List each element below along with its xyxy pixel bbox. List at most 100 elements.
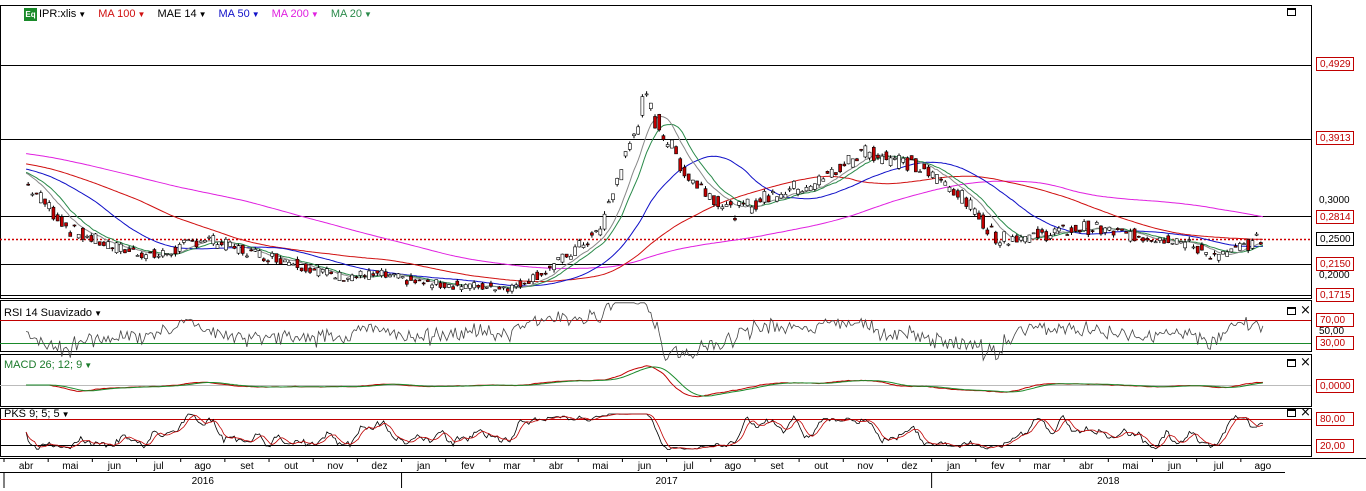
candle-body: [438, 282, 443, 288]
candle: [1250, 238, 1255, 250]
close-rsi-panel-icon[interactable]: ×: [1300, 303, 1311, 318]
candle-body: [720, 206, 725, 210]
candle: [1183, 239, 1187, 251]
candle-body: [522, 282, 527, 285]
candle-body: [451, 286, 455, 290]
candle-body: [354, 276, 359, 278]
candle: [1040, 227, 1044, 235]
rsi-panel-title[interactable]: RSI 14 Suavizado ▼: [4, 307, 102, 319]
candle-body: [1166, 235, 1171, 243]
candle-body: [463, 284, 468, 289]
candle-body: [985, 229, 990, 235]
candle-body: [1023, 236, 1028, 243]
legend-ma50[interactable]: MA 50 ▼: [219, 8, 260, 20]
maximize-pks-panel-button[interactable]: [1287, 409, 1296, 417]
candle-body: [1221, 251, 1225, 255]
candle-body: [863, 145, 868, 158]
candle-body: [1229, 248, 1234, 253]
month-label: jul: [153, 461, 164, 472]
candle: [531, 273, 535, 285]
month-label: jul: [683, 461, 694, 472]
macd-panel-frame: [0, 354, 1312, 407]
candle: [1145, 236, 1150, 242]
candle-body: [615, 178, 619, 185]
candle: [325, 266, 329, 277]
candle-body: [1174, 238, 1179, 245]
legend-mae14[interactable]: MAE 14 ▼: [157, 8, 206, 20]
candle: [203, 239, 207, 243]
candle: [535, 270, 540, 280]
close-pks-panel-icon[interactable]: ×: [1300, 405, 1311, 420]
candle: [1065, 233, 1070, 236]
close-macd-panel-icon[interactable]: ×: [1300, 355, 1311, 370]
candle-body: [337, 271, 342, 281]
candle: [287, 260, 291, 266]
candle: [1229, 248, 1234, 253]
candle-body: [1237, 243, 1242, 251]
candle-body: [379, 269, 384, 276]
candle: [43, 198, 47, 207]
candle-body: [905, 157, 910, 171]
candle: [51, 205, 56, 221]
legend-ma100[interactable]: MA 100 ▼: [98, 8, 145, 20]
price-label-2: 0,3000: [1319, 195, 1350, 206]
candle-body: [1090, 230, 1095, 232]
candle-body: [834, 172, 838, 175]
candle: [829, 167, 834, 178]
candle: [1031, 232, 1036, 235]
macd-panel-title[interactable]: MACD 26; 12; 9 ▼: [4, 359, 92, 371]
month-label: jun: [1167, 461, 1182, 472]
candle: [489, 280, 493, 288]
candle-body: [737, 201, 741, 206]
legend-ma20[interactable]: MA 20 ▼: [331, 8, 372, 20]
candle-body: [455, 280, 460, 286]
candle: [1187, 236, 1192, 243]
candle-body: [346, 277, 350, 280]
maximize-macd-panel-button[interactable]: [1287, 359, 1296, 367]
candle-body: [691, 179, 695, 184]
maximize-price-panel-button[interactable]: [1287, 8, 1296, 16]
candle: [468, 283, 472, 291]
candle-body: [707, 193, 712, 200]
candle-body: [64, 222, 68, 227]
candle-body: [1233, 245, 1238, 248]
candle-body: [484, 287, 489, 289]
candle: [1149, 239, 1154, 243]
candle-body: [367, 270, 371, 280]
candle: [758, 197, 762, 203]
candle: [644, 91, 649, 97]
candle: [341, 280, 346, 282]
pks-panel-title[interactable]: PKS 9; 5; 5 ▼: [4, 408, 70, 420]
candle-body: [981, 214, 985, 229]
candle-body: [177, 244, 182, 252]
candle: [930, 170, 935, 179]
candle-body: [409, 275, 413, 281]
symbol-selector[interactable]: Eq IPR:xlis ▼: [24, 7, 86, 21]
candle-body: [1015, 235, 1019, 243]
maximize-rsi-panel-button[interactable]: [1287, 307, 1296, 315]
candle-body: [914, 158, 918, 173]
candle: [766, 193, 771, 203]
candle-body: [97, 241, 102, 246]
candle: [1111, 230, 1116, 238]
candle-body: [81, 227, 85, 240]
candle: [947, 185, 952, 193]
candle-body: [1031, 232, 1036, 235]
candle: [1153, 239, 1158, 244]
candle-body: [468, 283, 472, 289]
candle-body: [918, 171, 922, 173]
candle: [186, 239, 190, 242]
candle-body: [640, 96, 645, 116]
candle-body: [1191, 246, 1196, 249]
candle: [224, 236, 228, 252]
candle: [998, 240, 1002, 248]
month-label: mai: [1122, 461, 1139, 472]
macd-title-label: MACD 26; 12; 9: [4, 359, 83, 371]
candle: [257, 249, 262, 258]
candle: [484, 286, 489, 290]
candle: [935, 174, 939, 184]
legend-ma200[interactable]: MA 200 ▼: [272, 8, 319, 20]
candle-body: [114, 242, 119, 254]
candle-body: [733, 218, 737, 221]
candle: [426, 278, 430, 283]
